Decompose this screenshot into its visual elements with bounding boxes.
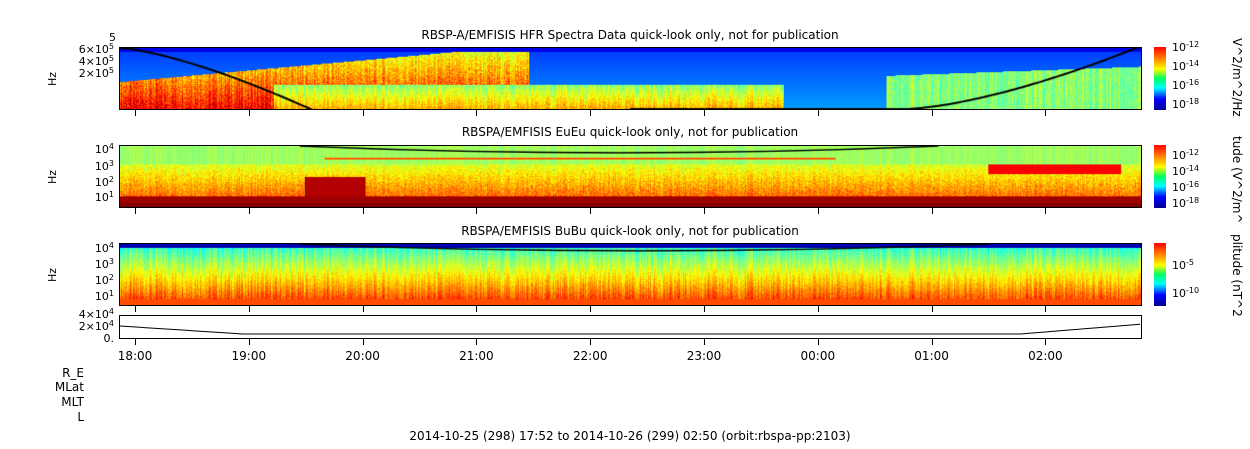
x-tick-mark bbox=[1045, 110, 1047, 116]
x-tick-mark bbox=[931, 110, 933, 116]
x-tick-label: 02:00 bbox=[1028, 349, 1063, 363]
cb3-label: plitude (nT^2 bbox=[1230, 234, 1244, 317]
x-tick-mark bbox=[362, 306, 364, 312]
footer-time-range: 2014-10-25 (298) 17:52 to 2014-10-26 (29… bbox=[409, 429, 851, 443]
x-tick-mark bbox=[362, 110, 364, 116]
panel2-ytick: 104 bbox=[94, 142, 114, 156]
x-tick-mark bbox=[476, 110, 478, 116]
x-tick-mark bbox=[931, 208, 933, 214]
ephemeris-series-line bbox=[120, 323, 1141, 335]
x-tick-mark bbox=[817, 306, 819, 312]
x-tick-mark bbox=[704, 339, 705, 345]
x-tick-label: 20:00 bbox=[345, 349, 380, 363]
x-tick-mark bbox=[590, 339, 592, 345]
panel1-ytick: 6×105 bbox=[78, 42, 114, 56]
cb1-tick: 10-12 bbox=[1172, 40, 1200, 54]
cb1-tick: 10-18 bbox=[1172, 97, 1200, 111]
panel2-title: RBSPA/EMFISIS EuEu quick-look only, not … bbox=[461, 125, 799, 139]
panel2-ytick: 102 bbox=[94, 175, 114, 189]
panel1-ytick: 4×105 bbox=[78, 54, 114, 68]
panel4-ytick: 2×104 bbox=[78, 319, 114, 333]
x-tick-mark bbox=[590, 208, 592, 214]
panel3-ytick: 101 bbox=[94, 289, 114, 303]
x-tick-mark bbox=[248, 208, 250, 214]
ephem-label-mlt: MLT bbox=[61, 395, 84, 409]
cb2-tick: 10-16 bbox=[1172, 180, 1200, 194]
x-tick-mark bbox=[590, 110, 592, 116]
panel1-ytick: 2×105 bbox=[78, 66, 114, 80]
x-tick-label: 19:00 bbox=[231, 349, 267, 363]
x-tick-mark bbox=[704, 306, 705, 312]
x-tick-mark bbox=[1045, 208, 1047, 214]
cb2-tick: 10-14 bbox=[1172, 164, 1200, 178]
x-tick-label: 22:00 bbox=[572, 349, 608, 363]
cb1-tick: 10-14 bbox=[1172, 59, 1200, 73]
cb2-tick: 10-12 bbox=[1172, 148, 1200, 162]
panel3-colorbar bbox=[1154, 243, 1166, 306]
x-tick-mark bbox=[248, 339, 250, 345]
cb3-tick: 10-5 bbox=[1172, 258, 1194, 272]
panel2-colorbar bbox=[1154, 145, 1166, 208]
x-tick-mark bbox=[817, 339, 819, 345]
x-tick-mark bbox=[704, 208, 705, 214]
bubu-spectrogram bbox=[119, 243, 1142, 306]
x-tick-mark bbox=[476, 208, 478, 214]
panel2-ytick: 103 bbox=[94, 159, 114, 173]
ephemeris-line-plot bbox=[119, 315, 1142, 339]
cb2-tick: 10-18 bbox=[1172, 196, 1200, 210]
panel3-ytick: 102 bbox=[94, 273, 114, 287]
eueu-spectrogram bbox=[119, 145, 1142, 208]
panel1-title: RBSP-A/EMFISIS HFR Spectra Data quick-lo… bbox=[421, 28, 839, 42]
panel2-ytick: 101 bbox=[94, 190, 114, 204]
x-tick-mark bbox=[704, 110, 705, 116]
x-tick-mark bbox=[817, 208, 819, 214]
ephem-label-mlat: MLat bbox=[54, 380, 84, 394]
x-tick-mark bbox=[135, 306, 136, 312]
x-tick-mark bbox=[1045, 306, 1047, 312]
x-tick-label: 21:00 bbox=[459, 349, 494, 363]
x-tick-mark bbox=[362, 339, 364, 345]
x-tick-mark bbox=[476, 339, 478, 345]
ephem-label-l: L bbox=[77, 410, 84, 424]
panel4-ytick: 4×104 bbox=[78, 307, 114, 321]
cb1-tick: 10-16 bbox=[1172, 78, 1200, 92]
panel1-ytick: 5 bbox=[109, 31, 116, 44]
x-tick-label: 23:00 bbox=[686, 349, 722, 363]
x-tick-mark bbox=[590, 306, 592, 312]
x-tick-mark bbox=[931, 339, 933, 345]
panel3-ytick: 104 bbox=[94, 241, 114, 255]
panel3-title: RBSPA/EMFISIS BuBu quick-look only, not … bbox=[461, 224, 799, 238]
x-tick-mark bbox=[817, 110, 819, 116]
x-tick-label: 18:00 bbox=[117, 349, 153, 363]
x-tick-mark bbox=[931, 306, 933, 312]
x-tick-label: 00:00 bbox=[800, 349, 836, 363]
x-tick-mark bbox=[248, 110, 250, 116]
panel4-ytick: 0. bbox=[103, 332, 115, 345]
hfr-spectrogram bbox=[119, 47, 1142, 110]
x-tick-mark bbox=[362, 208, 364, 214]
x-tick-mark bbox=[476, 306, 478, 312]
panel1-colorbar bbox=[1154, 47, 1166, 110]
x-tick-mark bbox=[135, 208, 136, 214]
x-tick-mark bbox=[135, 110, 136, 116]
cb2-label: tude (V^2/m^ bbox=[1230, 136, 1244, 224]
x-tick-mark bbox=[135, 339, 136, 345]
x-tick-label: 01:00 bbox=[914, 349, 949, 363]
x-tick-mark bbox=[248, 306, 250, 312]
cb1-label: V^2/m^2/Hz bbox=[1230, 38, 1244, 117]
cb3-tick: 10-10 bbox=[1172, 286, 1200, 300]
ephem-label-re: R_E bbox=[62, 366, 84, 380]
panel3-ytick: 103 bbox=[94, 257, 114, 271]
x-tick-mark bbox=[1045, 339, 1047, 345]
